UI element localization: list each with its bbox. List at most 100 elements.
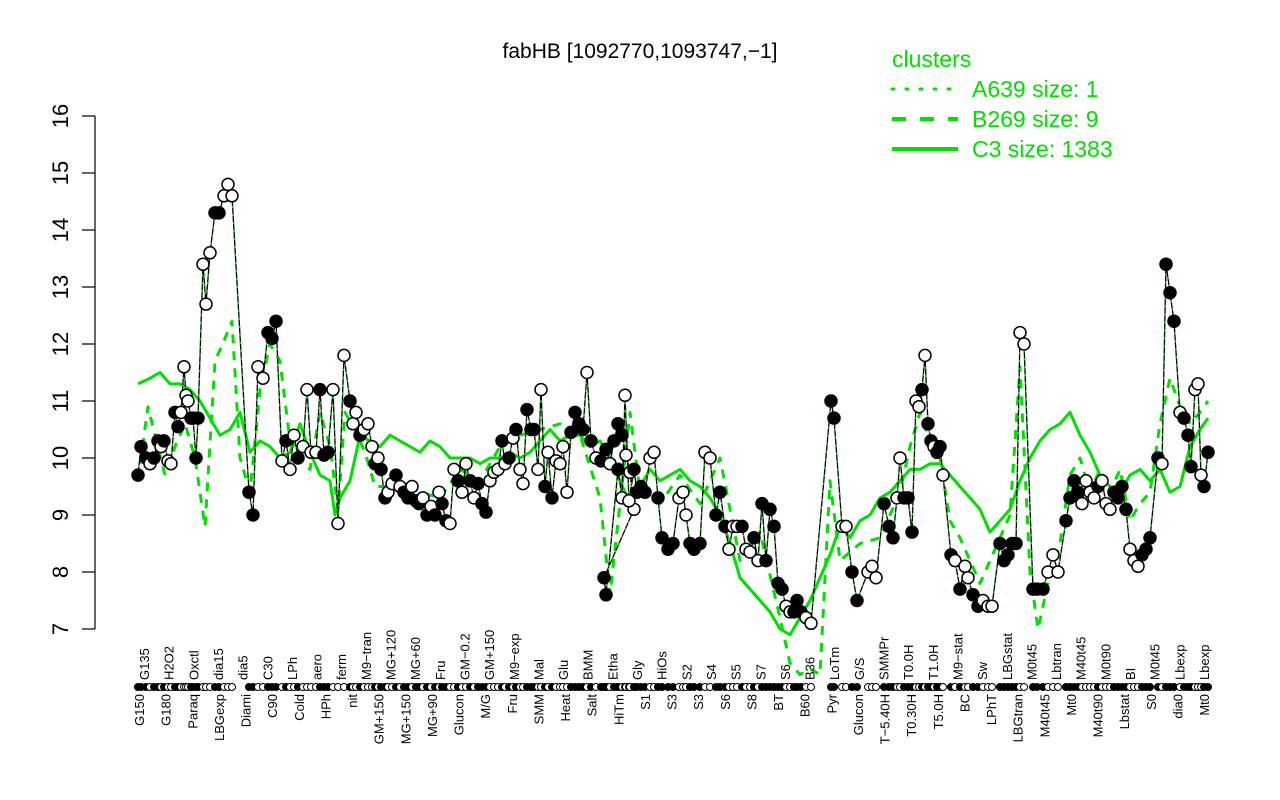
data-point [256, 371, 270, 385]
data-point [534, 382, 548, 397]
data-point [1123, 542, 1137, 556]
data-point [199, 297, 213, 311]
data-point [541, 445, 555, 460]
data-point [545, 491, 559, 505]
data-point [479, 505, 493, 519]
data-point [416, 491, 430, 505]
data-point [502, 451, 516, 465]
data-point [1191, 377, 1205, 391]
data-point [655, 531, 669, 545]
data-point [638, 485, 652, 499]
data-point [958, 559, 972, 574]
data-point [915, 382, 929, 397]
x-tick-label: Diami [239, 694, 254, 727]
data-point [961, 570, 975, 585]
data-point [886, 531, 900, 545]
data-point [221, 177, 235, 192]
x-tick-label: Salt [585, 694, 600, 717]
x-tick-label: C30 [260, 656, 275, 680]
x-tick-label: HiOs [655, 651, 670, 680]
x-tick-label: LBGexp [212, 694, 227, 741]
data-point [343, 394, 357, 408]
data-point [283, 462, 297, 477]
x-tick-label: T−5.40H [878, 694, 893, 744]
x-tick-label: ferm [334, 654, 349, 680]
data-point [1139, 542, 1153, 556]
data-point [225, 189, 239, 203]
x-tick-label: Pyr [824, 693, 839, 713]
data-point [882, 519, 896, 534]
data-point [1017, 337, 1031, 351]
x-tick-label: Sw [975, 661, 990, 680]
y-tick-label: 9 [48, 509, 73, 521]
x-tick-label: M0t90 [1098, 644, 1113, 680]
x-tick-label: C90 [265, 694, 280, 718]
legend-item-b269: B269 size: 9 [890, 104, 1113, 134]
data-point [735, 519, 749, 534]
x-tick-label: H2O2 [162, 646, 177, 680]
data-point [651, 491, 665, 505]
data-point [845, 565, 859, 579]
data-point [1079, 474, 1093, 488]
x-tick-label: dia0 [1170, 694, 1185, 719]
x-tick-label: Lbtran [1049, 643, 1064, 680]
x-tick-label: HiTm [611, 694, 626, 725]
x-tick-label: Heat [558, 694, 573, 722]
x-tick-label: Etha [605, 652, 620, 680]
x-tick-label: M/G [478, 694, 493, 719]
data-point [1119, 502, 1133, 517]
x-tick-label: Lbstat [1117, 694, 1132, 730]
y-tick-label: 16 [48, 104, 73, 128]
data-point [827, 411, 841, 425]
x-tick-label: B36 [803, 657, 818, 680]
chart-title: fabHB [1092770,1093747,−1] [502, 40, 778, 63]
data-point [203, 246, 217, 260]
x-tick-label: S5 [729, 664, 744, 680]
x-tick-label: MG+120 [384, 630, 399, 680]
data-point [576, 422, 590, 437]
x-tick-label: nit [345, 694, 360, 708]
data-point [901, 491, 915, 505]
x-tick-label: T5.0H [931, 694, 946, 729]
x-tick-label: G135 [137, 648, 152, 680]
data-point [790, 593, 804, 608]
x-tick-label: Fru [433, 661, 448, 681]
data-point [676, 485, 690, 499]
data-point [349, 405, 363, 420]
data-point [1197, 479, 1211, 494]
x-tick-label: HPh [318, 694, 333, 719]
data-point [1181, 428, 1195, 442]
x-tick-label: LoTm [827, 647, 842, 680]
x-tick-label: MG+60 [408, 637, 423, 680]
x-tick-label: LPhT [984, 694, 999, 725]
data-point [134, 439, 148, 454]
data-point [865, 559, 879, 574]
data-point [520, 402, 534, 417]
data-point [759, 553, 773, 568]
data-point [1115, 479, 1129, 494]
x-axis: G135 H2O2 Oxctl dia15 dia5 C30 LPh aero ferm M9−t… [132, 630, 1212, 744]
data-point [313, 382, 327, 397]
data-point [1194, 468, 1208, 482]
data-point [451, 474, 465, 488]
data-point [1167, 314, 1181, 328]
x-tick-label: S8 [744, 694, 759, 710]
x-tick-label: S3 [665, 694, 680, 710]
x-tick-label: LBGtran [1011, 694, 1026, 742]
x-tick-label: S0 [1144, 694, 1159, 710]
data-point [611, 417, 625, 431]
data-point [181, 394, 195, 408]
data-point [599, 588, 613, 602]
x-tick-label: MG+150 [398, 694, 413, 744]
data-point [1036, 582, 1050, 596]
x-tick-label: M0t45 [1024, 644, 1039, 680]
data-point [703, 451, 717, 465]
data-point [1143, 531, 1157, 545]
data-point [722, 542, 736, 556]
data-point [1009, 536, 1023, 551]
data-point [1059, 513, 1073, 528]
data-point [713, 485, 727, 499]
data-point [611, 462, 625, 477]
data-point [679, 508, 693, 522]
y-tick-label: 14 [48, 218, 73, 242]
